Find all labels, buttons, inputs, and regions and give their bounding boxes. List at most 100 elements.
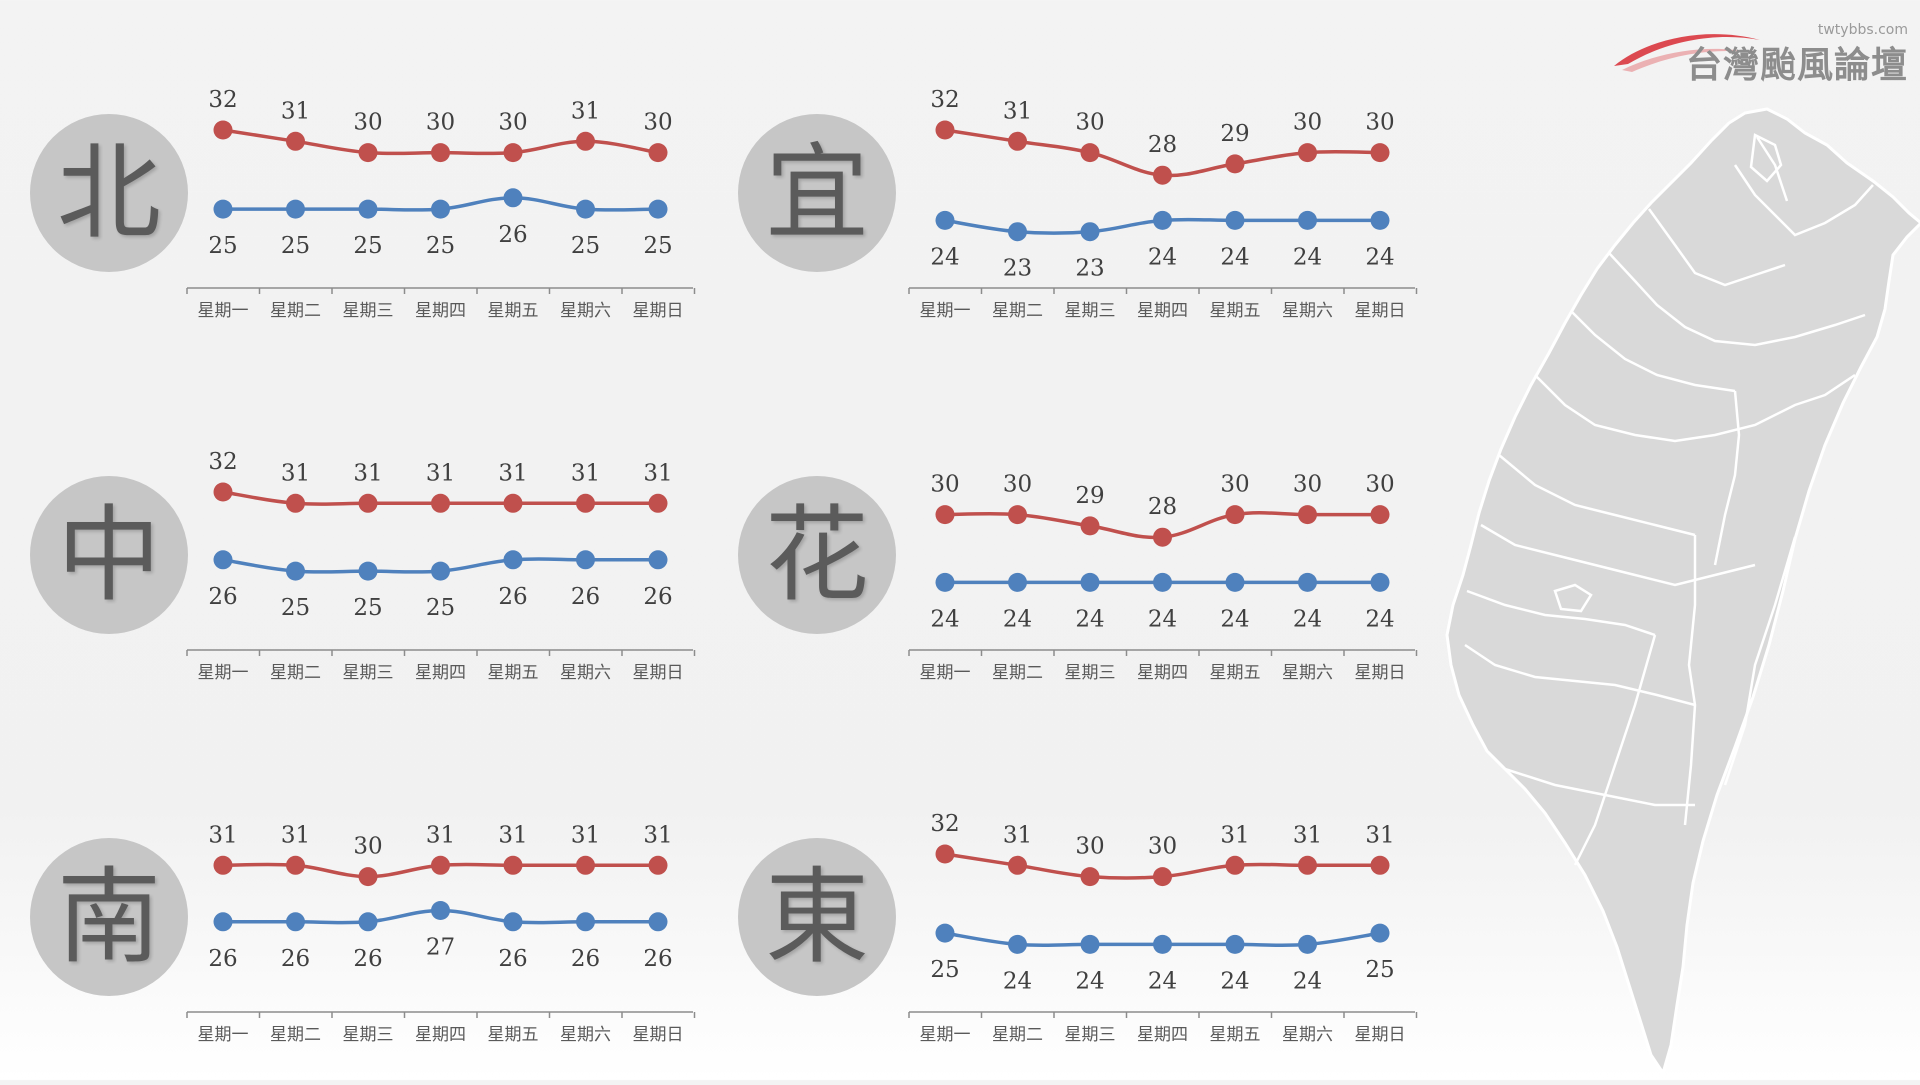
region-label-hualien: 花 bbox=[764, 494, 869, 616]
data-point-high-taitung bbox=[1225, 855, 1245, 875]
data-label-high-north: 30 bbox=[426, 110, 455, 136]
data-point-high-south bbox=[431, 855, 450, 875]
data-point-high-south bbox=[503, 855, 523, 875]
region-circle-south: 南 bbox=[30, 838, 188, 996]
data-label-low-yilan: 24 bbox=[1220, 244, 1249, 270]
data-label-high-south: 31 bbox=[643, 822, 672, 848]
data-point-low-north bbox=[503, 188, 523, 208]
data-label-high-south: 31 bbox=[426, 822, 455, 848]
data-point-high-yilan bbox=[1298, 143, 1317, 163]
x-tick-label-south: 星期二 bbox=[270, 1025, 321, 1045]
chart-taitung: 星期一 星期二 星期三 星期四 星期五 星期六 星期日 32 31 30 30 31 31 31 25 24 2… bbox=[908, 811, 1418, 1045]
x-tick-label-north: 星期五 bbox=[488, 301, 539, 321]
data-label-high-central: 31 bbox=[426, 460, 455, 486]
data-point-low-south bbox=[576, 912, 595, 932]
data-point-low-central bbox=[213, 550, 233, 570]
x-tick-label-north: 星期三 bbox=[343, 301, 394, 321]
data-label-high-north: 32 bbox=[208, 87, 237, 113]
data-label-high-yilan: 30 bbox=[1293, 110, 1322, 136]
data-point-low-central bbox=[431, 561, 450, 581]
data-point-low-central bbox=[358, 561, 378, 581]
county-borders bbox=[1464, 133, 1874, 866]
data-point-high-taitung bbox=[1008, 855, 1027, 875]
data-label-high-hualien: 28 bbox=[1148, 494, 1177, 520]
data-label-high-hualien: 30 bbox=[930, 472, 959, 498]
x-tick-label-taitung: 星期日 bbox=[1355, 1025, 1406, 1045]
data-point-low-central bbox=[503, 550, 523, 570]
logo-name: 台灣颱風論壇 bbox=[1685, 45, 1908, 86]
data-point-low-yilan bbox=[1080, 222, 1100, 242]
data-point-high-south bbox=[358, 867, 378, 887]
region-label-central: 中 bbox=[56, 494, 161, 616]
x-tick-label-hualien: 星期五 bbox=[1210, 663, 1261, 683]
data-point-low-north bbox=[358, 199, 378, 219]
data-label-low-hualien: 24 bbox=[1003, 606, 1032, 632]
x-tick-label-yilan: 星期三 bbox=[1065, 301, 1116, 321]
data-point-high-north bbox=[213, 120, 233, 140]
data-point-high-central bbox=[503, 493, 523, 513]
data-label-high-yilan: 32 bbox=[930, 87, 959, 113]
x-tick-label-hualien: 星期日 bbox=[1355, 663, 1406, 683]
data-label-low-central: 26 bbox=[643, 584, 672, 610]
x-tick-label-hualien: 星期六 bbox=[1282, 663, 1333, 683]
data-point-low-yilan bbox=[935, 210, 955, 230]
data-label-low-central: 25 bbox=[281, 595, 310, 621]
x-tick-label-south: 星期三 bbox=[343, 1025, 394, 1045]
data-label-high-central: 32 bbox=[208, 449, 237, 475]
data-label-high-yilan: 28 bbox=[1148, 132, 1177, 158]
data-point-high-south bbox=[286, 855, 305, 875]
data-point-low-central bbox=[286, 561, 305, 581]
data-label-high-south: 30 bbox=[353, 834, 382, 860]
x-tick-label-yilan: 星期五 bbox=[1210, 301, 1261, 321]
data-label-high-south: 31 bbox=[571, 822, 600, 848]
data-point-high-north bbox=[503, 143, 523, 163]
data-label-low-taitung: 24 bbox=[1148, 968, 1177, 994]
data-label-low-hualien: 24 bbox=[930, 606, 959, 632]
data-label-high-yilan: 31 bbox=[1003, 98, 1032, 124]
data-point-low-south bbox=[213, 912, 233, 932]
data-point-low-taitung bbox=[1370, 923, 1390, 943]
data-label-high-south: 31 bbox=[208, 822, 237, 848]
chart-south: 星期一 星期二 星期三 星期四 星期五 星期六 星期日 31 31 30 31 31 31 31 26 26 2… bbox=[186, 822, 696, 1045]
data-label-low-yilan: 23 bbox=[1075, 256, 1104, 282]
data-point-low-yilan bbox=[1298, 210, 1317, 230]
x-tick-label-north: 星期一 bbox=[198, 301, 249, 321]
data-point-low-north bbox=[286, 199, 305, 219]
region-label-yilan: 宜 bbox=[764, 132, 869, 254]
data-label-high-taitung: 31 bbox=[1293, 822, 1322, 848]
data-label-low-south: 26 bbox=[571, 946, 600, 972]
data-label-low-yilan: 23 bbox=[1003, 256, 1032, 282]
data-label-high-taitung: 31 bbox=[1003, 822, 1032, 848]
region-label-north: 北 bbox=[56, 132, 161, 254]
data-point-low-north bbox=[576, 199, 595, 219]
data-label-high-hualien: 30 bbox=[1365, 472, 1394, 498]
data-point-low-central bbox=[648, 550, 668, 570]
data-label-low-yilan: 24 bbox=[930, 244, 959, 270]
data-point-high-yilan bbox=[1225, 154, 1245, 174]
data-point-low-south bbox=[503, 912, 523, 932]
x-tick-label-south: 星期五 bbox=[488, 1025, 539, 1045]
data-label-low-north: 26 bbox=[498, 222, 527, 248]
data-point-low-taitung bbox=[1225, 934, 1245, 954]
data-point-high-hualien bbox=[1008, 505, 1027, 525]
x-tick-label-central: 星期二 bbox=[270, 663, 321, 683]
data-point-low-north bbox=[213, 199, 233, 219]
data-label-high-taitung: 31 bbox=[1365, 822, 1394, 848]
data-point-low-taitung bbox=[1008, 934, 1027, 954]
x-tick-label-yilan: 星期六 bbox=[1282, 301, 1333, 321]
data-label-high-hualien: 30 bbox=[1220, 472, 1249, 498]
x-tick-label-central: 星期日 bbox=[633, 663, 684, 683]
data-point-high-central bbox=[213, 482, 233, 502]
data-label-high-central: 31 bbox=[498, 460, 527, 486]
x-tick-label-yilan: 星期四 bbox=[1137, 301, 1188, 321]
data-point-high-yilan bbox=[1008, 131, 1027, 151]
data-point-low-yilan bbox=[1370, 210, 1390, 230]
region-label-taitung: 東 bbox=[764, 856, 869, 978]
data-point-high-taitung bbox=[935, 844, 955, 864]
x-tick-label-taitung: 星期四 bbox=[1137, 1025, 1188, 1045]
data-point-high-central bbox=[431, 493, 450, 513]
data-point-high-hualien bbox=[935, 505, 955, 525]
x-tick-label-hualien: 星期三 bbox=[1065, 663, 1116, 683]
data-label-high-hualien: 29 bbox=[1075, 483, 1104, 509]
forum-logo: twtybbs.com 台灣颱風論壇 bbox=[1608, 18, 1908, 86]
